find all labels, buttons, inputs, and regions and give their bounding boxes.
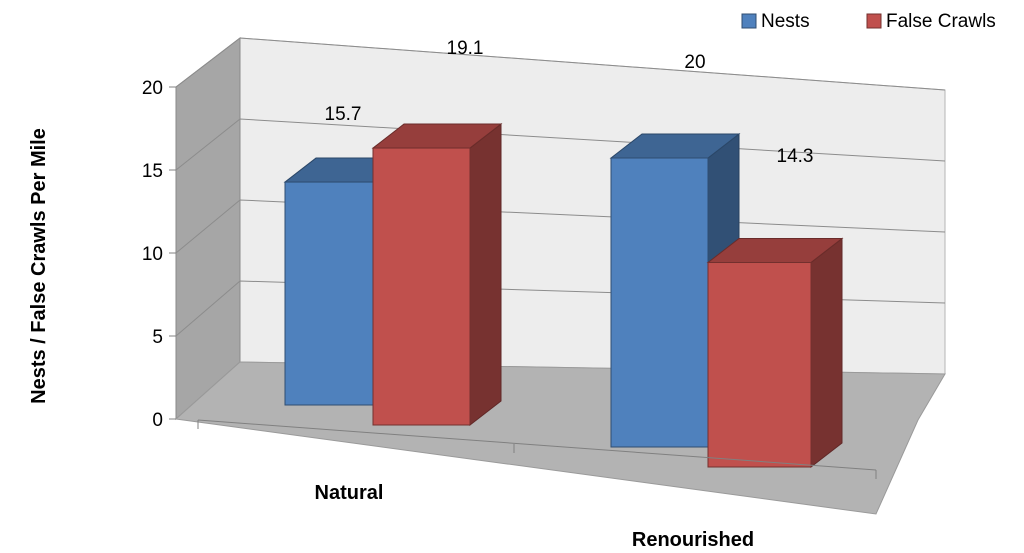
y-tick-label: 20 <box>142 78 163 99</box>
x-axis-categories: Natural Renourished <box>197 419 877 551</box>
y-tick-label: 10 <box>142 244 163 265</box>
legend: Nests False Crawls <box>741 11 996 32</box>
category-label: Natural <box>315 482 384 504</box>
legend-item: Nests <box>741 11 810 32</box>
bar-false-crawls-renourished <box>706 237 844 469</box>
y-tick-label: 5 <box>152 327 163 348</box>
legend-item: False Crawls <box>866 11 996 32</box>
bar-false-crawls-natural <box>371 123 503 427</box>
data-label: 15.7 <box>325 104 362 125</box>
data-labels: 15.7 19.1 20 14.3 <box>325 38 814 167</box>
legend-swatch <box>866 13 882 29</box>
y-axis-title: Nests / False Crawls Per Mile <box>28 128 50 404</box>
category-label: Renourished <box>632 529 754 551</box>
data-label: 19.1 <box>447 38 484 59</box>
data-label: 20 <box>684 52 705 73</box>
y-tick-label: 15 <box>142 161 163 182</box>
bar-side-face <box>810 237 843 469</box>
bar-front-face <box>372 147 471 426</box>
bar-side-face <box>469 123 502 427</box>
bar-front-face <box>610 157 709 448</box>
legend-label: False Crawls <box>886 11 996 32</box>
bar-front-face <box>707 262 812 468</box>
y-axis-ticks: 0 5 10 15 20 <box>142 78 176 431</box>
legend-swatch <box>741 13 757 29</box>
y-tick-label: 0 <box>152 410 163 431</box>
side-wall <box>175 36 241 421</box>
legend-label: Nests <box>761 11 810 32</box>
x-axis-line <box>197 419 877 471</box>
gridline <box>175 37 946 91</box>
data-label: 14.3 <box>777 146 814 167</box>
bars <box>283 123 844 469</box>
bar-front-face <box>284 181 374 406</box>
